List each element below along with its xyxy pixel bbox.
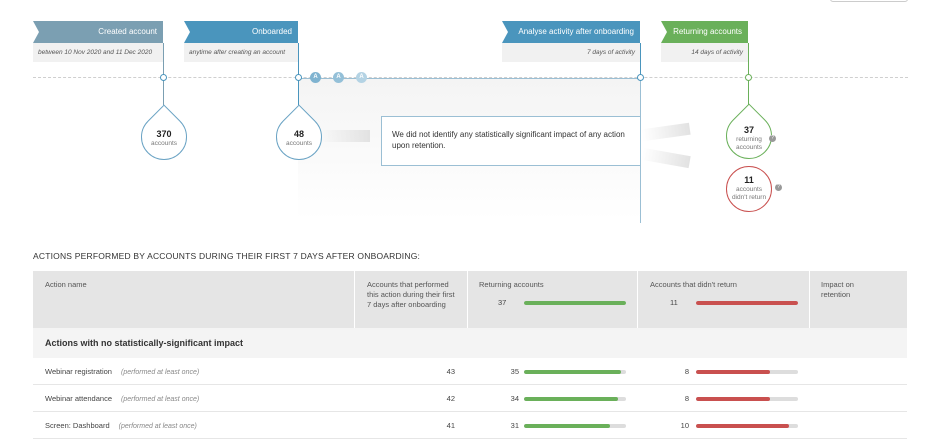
performed-count: 42 [446, 394, 455, 403]
stage-connector [640, 43, 641, 79]
header-not-returning-total: 11 [670, 298, 678, 307]
returning-bar [524, 370, 626, 374]
not-returning-count: 8 [684, 394, 689, 403]
timeline-node [160, 74, 167, 81]
header-impact[interactable]: Impact on retention [821, 280, 854, 299]
header-not-returning-bar [696, 301, 798, 305]
action-name: Screen: Dashboard [45, 421, 110, 430]
not-returning-count: 8 [684, 367, 689, 376]
timeline-node [637, 74, 644, 81]
stage-onboarded: Onboarded [184, 21, 298, 43]
header-action-name[interactable]: Action name [45, 280, 87, 289]
returning-count: 35 [510, 367, 519, 376]
action-name-cell: Webinar attendance (performed at least on… [45, 394, 199, 403]
drop-value: 11 [744, 175, 754, 185]
action-badge[interactable]: A [310, 72, 321, 83]
stage-title: Returning accounts [673, 27, 742, 36]
stage-title: Analyse activity after onboarding [518, 27, 634, 36]
performed-count: 43 [446, 367, 455, 376]
action-qualifier: (performed at least once) [120, 369, 200, 376]
drop-caption: accounts [150, 140, 178, 147]
timeline-node [295, 74, 302, 81]
returning-count: 34 [510, 394, 519, 403]
action-name: Webinar attendance [45, 394, 112, 403]
table-header: Action name Accounts that performed this… [33, 271, 907, 328]
action-qualifier: (performed at least once) [118, 423, 197, 430]
action-name-cell: Webinar registration (performed at least … [45, 367, 199, 376]
action-qualifier: (performed at least once) [121, 396, 200, 403]
flow-arrow [641, 147, 691, 169]
not-returning-bar [696, 397, 798, 401]
drop-caption: accounts [735, 186, 763, 193]
timeline-node [745, 74, 752, 81]
actions-table: Action name Accounts that performed this… [33, 271, 907, 439]
drop-value: 48 [293, 129, 304, 139]
action-badge[interactable]: A [356, 72, 367, 83]
timeline-line [33, 77, 908, 78]
drop-not-returning [726, 166, 772, 212]
stage-created-account: Created account [33, 21, 163, 43]
stage-analyse-activity: Analyse activity after onboarding [502, 21, 640, 43]
drop-value: 37 [743, 125, 754, 135]
table-row[interactable]: Webinar attendance (performed at least on… [33, 385, 907, 412]
drop-not-returning-label: 11 accounts didn't return [723, 174, 775, 202]
action-badge[interactable]: A [333, 72, 344, 83]
drop-caption: accounts [285, 140, 313, 147]
drop-onboarded-label: 48 accounts [273, 128, 325, 148]
help-icon[interactable]: ? [775, 184, 782, 191]
help-icon[interactable]: ? [769, 135, 776, 142]
stage-subtitle: 14 days of activity [661, 43, 748, 62]
stage-title: Created account [98, 27, 157, 36]
stage-returning-accounts: Returning accounts [661, 21, 748, 43]
drop-returning-label: 37 returning accounts [723, 124, 775, 152]
flow-arrow [641, 122, 691, 142]
table-row[interactable]: Screen: Dashboard (performed at least onc… [33, 412, 907, 439]
group-header: Actions with no statistically-significan… [33, 328, 907, 358]
drop-created-label: 370 accounts [138, 128, 190, 148]
not-returning-count: 10 [680, 421, 689, 430]
column-divider [637, 271, 638, 328]
stage-subtitle: 7 days of activity [502, 43, 640, 62]
header-returning-bar [524, 301, 626, 305]
returning-count: 31 [510, 421, 519, 430]
returning-bar [524, 397, 626, 401]
drop-value: 370 [156, 129, 172, 139]
header-performed[interactable]: Accounts that performed this action duri… [367, 280, 455, 309]
flow-arrow [320, 130, 370, 142]
performed-count: 41 [446, 421, 455, 430]
returning-bar [524, 424, 626, 428]
stage-title: Onboarded [251, 27, 292, 36]
column-divider [809, 271, 810, 328]
drop-caption: returning [736, 136, 762, 143]
column-divider [354, 271, 355, 328]
stage-subtitle: anytime after creating an account [184, 43, 298, 62]
drop-caption: didn't return [731, 194, 767, 201]
header-returning-total: 37 [498, 298, 507, 307]
drop-caption: accounts [735, 144, 763, 151]
table-row[interactable]: Webinar registration (performed at least … [33, 358, 907, 385]
not-returning-bar [696, 424, 798, 428]
action-name: Webinar registration [45, 367, 112, 376]
top-right-button[interactable] [830, 0, 908, 2]
section-title: ACTIONS PERFORMED BY ACCOUNTS DURING THE… [33, 251, 421, 261]
stage-subtitle: between 10 Nov 2020 and 11 Dec 2020 [33, 43, 163, 62]
not-returning-bar [696, 370, 798, 374]
no-impact-notice: We did not identify any statistically si… [381, 116, 641, 166]
column-divider [467, 271, 468, 328]
header-not-returning[interactable]: Accounts that didn't return [650, 280, 737, 289]
header-returning[interactable]: Returning accounts [479, 280, 544, 289]
action-name-cell: Screen: Dashboard (performed at least onc… [45, 421, 197, 430]
